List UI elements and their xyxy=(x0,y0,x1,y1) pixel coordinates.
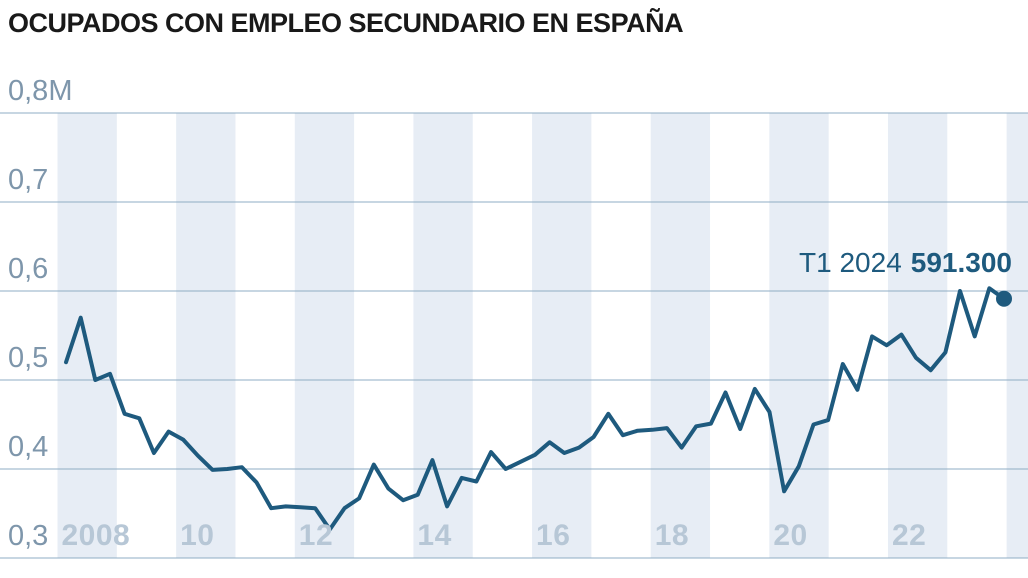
y-tick-label-0,5: 0,5 xyxy=(8,342,49,374)
annotation-period-label: T1 2024 xyxy=(799,247,902,278)
x-tick-label-2016: 16 xyxy=(536,519,571,552)
year-band-2016 xyxy=(532,113,592,558)
data-line xyxy=(64,286,1006,532)
annotation-value-label: 591.300 xyxy=(910,247,1012,278)
x-tick-label-2018: 18 xyxy=(654,519,690,552)
data-series-group xyxy=(64,286,1012,532)
x-tick-label-2010: 10 xyxy=(180,519,215,552)
year-band-2018 xyxy=(650,113,711,558)
x-tick-label-2014: 14 xyxy=(417,519,452,552)
year-band-2024 xyxy=(1006,113,1028,558)
chart-title: OCUPADOS CON EMPLEO SECUNDARIO EN ESPAÑA xyxy=(8,8,684,38)
year-band-2012 xyxy=(294,113,355,558)
x-tick-label-2020: 20 xyxy=(773,519,808,552)
last-point-annotation: T1 2024 591.300 xyxy=(799,247,1012,279)
year-band-group xyxy=(57,113,1028,558)
year-band-2010 xyxy=(176,113,236,558)
y-tick-label-0,4: 0,4 xyxy=(8,431,49,463)
y-tick-label-0,3: 0,3 xyxy=(8,520,49,552)
year-band-2020 xyxy=(769,113,829,558)
gridline-group xyxy=(0,112,1028,559)
x-tick-label-2022: 22 xyxy=(891,519,927,552)
y-tick-label-0,8M: 0,8M xyxy=(8,75,73,107)
y-tick-label-0,7: 0,7 xyxy=(8,164,49,196)
year-band-2008 xyxy=(57,113,117,558)
x-tick-label-2012: 12 xyxy=(298,519,334,552)
y-tick-label-0,6: 0,6 xyxy=(8,253,49,285)
x-tick-label-2008: 2008 xyxy=(61,519,131,552)
last-point-dot xyxy=(996,290,1012,307)
